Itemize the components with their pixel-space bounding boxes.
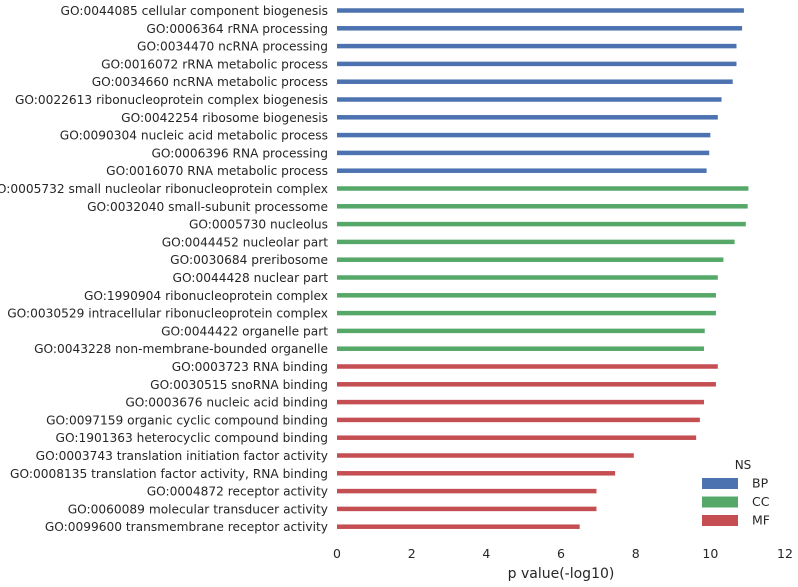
category-label: GO:0003723 RNA binding <box>172 360 328 374</box>
x-axis-label: p value(-log10) <box>508 566 615 582</box>
category-label: GO:0044452 nucleolar part <box>162 235 329 249</box>
category-label: GO:0042254 ribosome biogenesis <box>121 111 328 125</box>
category-label: GO:0060089 molecular transducer activity <box>68 502 328 516</box>
category-label: GO:0005732 small nucleolar ribonucleopro… <box>0 182 328 196</box>
bar-cc <box>337 221 746 227</box>
bar-bp <box>337 150 710 156</box>
bar-bp <box>337 43 737 49</box>
category-label: GO:0016072 rRNA metabolic process <box>101 57 328 71</box>
category-label: GO:0006396 RNA processing <box>151 146 328 160</box>
bar-bp <box>337 132 711 138</box>
category-labels: GO:0044085 cellular component biogenesis… <box>0 4 328 534</box>
bar-cc <box>337 186 749 191</box>
bar-mf <box>337 435 697 440</box>
category-label: GO:0044422 organelle part <box>161 324 328 338</box>
legend-label-cc: CC <box>752 494 770 509</box>
bar-bp <box>337 79 733 84</box>
category-label: GO:1990904 ribonucleoprotein complex <box>84 289 328 303</box>
legend-label-bp: BP <box>752 476 769 491</box>
category-label: GO:0032040 small-subunit processome <box>87 200 328 214</box>
bar-mf <box>337 488 597 494</box>
category-label: GO:0044085 cellular component biogenesis <box>61 4 328 18</box>
bar-cc <box>337 275 718 280</box>
category-label: GO:0003743 translation initiation factor… <box>36 449 328 463</box>
legend-swatch-bp <box>702 478 738 489</box>
category-label: GO:0022613 ribonucleoprotein complex bio… <box>15 93 328 107</box>
category-label: GO:0008135 translation factor activity, … <box>10 467 328 481</box>
bar-mf <box>337 471 616 476</box>
x-tick-label: 8 <box>632 546 640 561</box>
bar-mf <box>337 506 597 512</box>
category-label: GO:0005730 nucleolus <box>189 218 328 232</box>
x-tick-label: 6 <box>557 546 565 561</box>
bar-mf <box>337 453 634 458</box>
bar-cc <box>337 239 735 245</box>
bar-bp <box>337 26 743 31</box>
x-tick-label: 10 <box>702 546 718 561</box>
bar-mf <box>337 382 716 387</box>
legend-swatch-cc <box>702 496 738 508</box>
x-tick-label: 0 <box>333 546 341 561</box>
category-label: GO:0034660 ncRNA metabolic process <box>92 75 328 89</box>
bar-bp <box>337 168 707 173</box>
category-label: GO:0006364 rRNA processing <box>146 22 328 36</box>
category-label: GO:0097159 organic cyclic compound bindi… <box>46 413 328 427</box>
bar-cc <box>337 310 716 316</box>
category-label: GO:0044428 nuclear part <box>173 271 329 285</box>
bar-bp <box>337 61 737 67</box>
bar-cc <box>337 293 716 298</box>
bar-mf <box>337 399 704 405</box>
legend: NS BP CC MF <box>702 458 770 528</box>
x-tick-label: 12 <box>777 546 793 561</box>
category-label: GO:0004872 receptor activity <box>147 485 328 499</box>
bar-cc <box>337 204 748 209</box>
x-tick-label: 4 <box>482 546 490 561</box>
legend-swatch-mf <box>702 515 738 526</box>
category-label: GO:0090304 nucleic acid metabolic proces… <box>60 129 328 143</box>
category-label: GO:0043228 non-membrane-bounded organell… <box>34 342 328 356</box>
category-label: GO:0030529 intracellular ribonucleoprote… <box>7 307 328 321</box>
bar-cc <box>337 328 705 334</box>
bar-cc <box>337 346 704 351</box>
category-label: GO:0034470 ncRNA processing <box>137 40 328 54</box>
bar-bp <box>337 8 744 13</box>
category-label: GO:0003676 nucleic acid binding <box>125 396 328 410</box>
category-label: GO:0099600 transmembrane receptor activi… <box>45 520 328 534</box>
bar-bp <box>337 97 722 102</box>
bar-mf <box>337 417 700 423</box>
legend-label-mf: MF <box>752 513 770 528</box>
x-axis-ticks: 0 2 4 6 8 10 12 <box>333 546 793 561</box>
category-label: GO:0030515 snoRNA binding <box>150 378 328 392</box>
category-label: GO:1901363 heterocyclic compound binding <box>56 431 328 445</box>
category-label: GO:0030684 preribosome <box>170 253 328 267</box>
bar-cc <box>337 257 724 262</box>
legend-title: NS <box>735 458 752 472</box>
bar-mf <box>337 364 718 369</box>
bars-layer <box>337 8 749 529</box>
bar-bp <box>337 115 718 120</box>
bar-mf <box>337 524 580 529</box>
category-label: GO:0016070 RNA metabolic process <box>106 164 328 178</box>
x-tick-label: 2 <box>408 546 416 561</box>
